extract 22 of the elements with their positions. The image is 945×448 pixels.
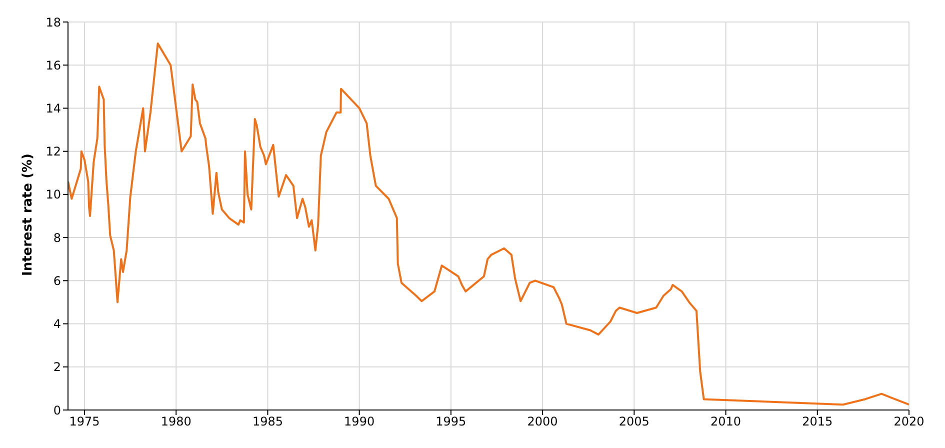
- x-tick-label: 2000: [527, 414, 558, 429]
- y-tick-label: 6: [53, 274, 61, 288]
- y-tick-label: 18: [46, 15, 61, 30]
- line-series: [68, 42, 909, 406]
- y-tick-label: 14: [46, 101, 61, 116]
- x-tick-label: 1990: [344, 414, 375, 429]
- x-tick-label: 2005: [618, 414, 650, 429]
- x-tick-label: 1985: [252, 414, 283, 429]
- y-tick-label: 16: [46, 58, 61, 72]
- x-tick-label: 2015: [802, 414, 833, 429]
- y-tick-label: 2: [53, 360, 61, 374]
- x-tick-label: 1995: [436, 414, 466, 429]
- y-tick-label: 4: [53, 317, 61, 332]
- y-tick-label: 10: [46, 188, 61, 202]
- y-tick-label: 0: [53, 403, 61, 418]
- x-tick-label: 2010: [710, 414, 742, 429]
- y-tick-label: 12: [46, 144, 61, 159]
- y-axis-title: Interest rate (%): [20, 154, 36, 276]
- x-tick-label: 2020: [894, 414, 924, 429]
- y-tick-label: 8: [53, 230, 61, 245]
- x-tick-label: 1980: [160, 414, 192, 429]
- x-tick-label: 1975: [69, 414, 100, 429]
